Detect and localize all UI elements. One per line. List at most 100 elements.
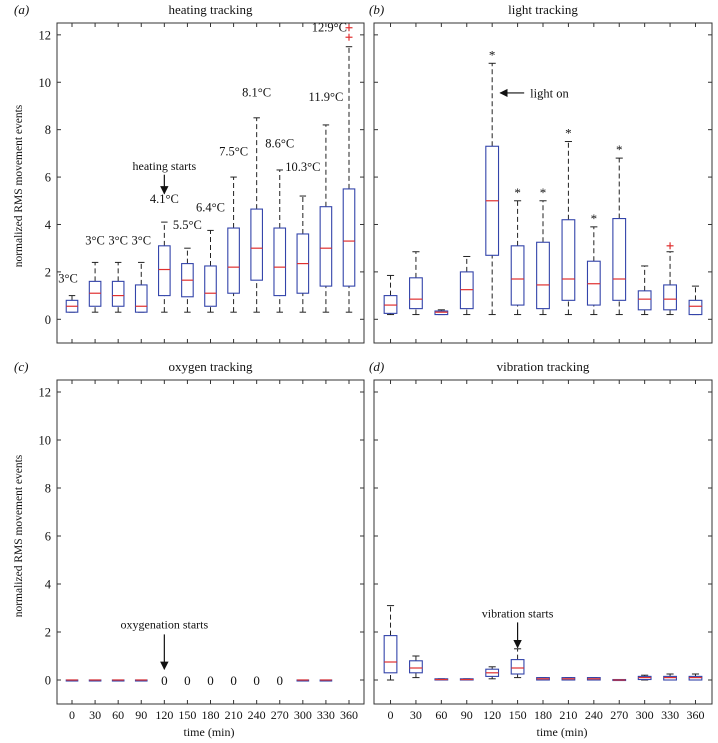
annotation-text: light on <box>530 86 569 100</box>
y-tick-label: 0 <box>45 313 51 327</box>
temperature-label: 8.1°C <box>242 85 271 99</box>
x-tick-label: 210 <box>559 708 577 722</box>
box-150 <box>510 648 525 679</box>
box-150: * <box>510 185 525 316</box>
significance-star: * <box>616 142 623 157</box>
x-tick-label: 60 <box>435 708 447 722</box>
box-body <box>536 241 550 310</box>
ylabel-bottom: normalized RMS movement events <box>13 454 25 617</box>
x-tick-label: 240 <box>585 708 603 722</box>
box-210 <box>227 176 240 313</box>
plot-frame <box>56 379 365 705</box>
significance-star: * <box>591 211 598 226</box>
box-180: * <box>536 185 550 316</box>
annotation-text: heating starts <box>133 159 197 173</box>
box-body <box>510 245 525 306</box>
box-60 <box>434 309 449 316</box>
box-270 <box>273 169 287 313</box>
box-330 <box>319 124 333 313</box>
box-90 <box>134 679 148 682</box>
box-body <box>227 227 240 294</box>
temperature-label: 11.9°C <box>309 90 344 104</box>
box-0 <box>383 605 398 681</box>
box-body <box>250 208 263 281</box>
box-0 <box>65 295 79 313</box>
zero-label: 0 <box>184 673 191 688</box>
box-240 <box>250 117 263 313</box>
box-body <box>637 290 652 311</box>
box-30 <box>88 261 102 313</box>
significance-star: * <box>565 126 572 141</box>
box-90 <box>459 678 474 681</box>
box-210 <box>561 677 576 681</box>
zero-label: 0 <box>207 673 214 688</box>
box-body <box>204 265 217 307</box>
box-330 <box>663 242 677 316</box>
panel-4: vibration tracking (d) 0 30 60 90 120 150 180 210… <box>369 359 713 722</box>
xlabel-right: time (min) <box>537 725 588 739</box>
panel-label: (a) <box>14 2 29 17</box>
y-tick-label: 8 <box>45 123 51 137</box>
panel-2: light tracking (b) * * * * * * light on <box>369 2 713 344</box>
box-body <box>111 280 125 307</box>
y-tick-label: 12 <box>39 386 52 400</box>
zero-label: 0 <box>161 673 168 688</box>
box-body <box>409 277 423 310</box>
box-120 <box>158 221 171 313</box>
x-tick-label: 150 <box>509 708 527 722</box>
temperature-label: 4.1°C <box>150 192 179 206</box>
annotation-text: vibration starts <box>482 607 554 621</box>
box-30 <box>409 251 423 316</box>
xlabel-left: time (min) <box>184 725 235 739</box>
x-tick-label: 30 <box>410 708 422 722</box>
significance-star: * <box>514 185 521 200</box>
box-60 <box>111 679 125 682</box>
y-tick-label: 10 <box>39 434 52 448</box>
plot-frame <box>373 379 713 705</box>
x-tick-label: 0 <box>69 708 75 722</box>
x-tick-label: 330 <box>661 708 679 722</box>
x-tick-label: 210 <box>225 708 243 722</box>
panel-title: vibration tracking <box>497 359 590 374</box>
box-120 <box>485 666 500 680</box>
box-30 <box>88 679 102 682</box>
temperature-label: 7.5°C <box>219 145 248 159</box>
box-body <box>409 660 423 674</box>
box-body <box>342 188 356 287</box>
temperature-label: 3°C <box>131 234 151 248</box>
x-tick-label: 240 <box>248 708 266 722</box>
y-tick-label: 4 <box>45 218 52 232</box>
box-body <box>561 219 576 301</box>
y-tick-label: 12 <box>39 28 52 42</box>
panel-label: (c) <box>14 359 28 374</box>
box-360 <box>688 285 703 316</box>
temperature-label: 6.4°C <box>196 200 225 214</box>
box-body <box>158 245 171 297</box>
x-tick-label: 360 <box>686 708 704 722</box>
box-240: * <box>586 211 601 316</box>
panel-title: light tracking <box>508 2 578 17</box>
x-tick-label: 0 <box>388 708 394 722</box>
box-270: * <box>612 142 627 316</box>
x-tick-label: 120 <box>155 708 173 722</box>
box-210: * <box>561 126 576 316</box>
x-tick-label: 330 <box>317 708 335 722</box>
x-tick-label: 150 <box>178 708 196 722</box>
box-body <box>319 206 333 287</box>
box-body <box>688 299 703 316</box>
panel-label: (b) <box>369 2 384 17</box>
box-330 <box>663 673 677 681</box>
ylabel-top: normalized RMS movement events <box>13 104 25 267</box>
x-tick-label: 90 <box>461 708 473 722</box>
temperature-label: 12.9°C <box>312 21 347 35</box>
box-90 <box>459 255 474 316</box>
box-body <box>383 635 398 674</box>
box-330 <box>319 679 333 682</box>
box-300 <box>637 674 652 681</box>
box-180 <box>536 677 550 681</box>
y-tick-label: 4 <box>45 578 52 592</box>
